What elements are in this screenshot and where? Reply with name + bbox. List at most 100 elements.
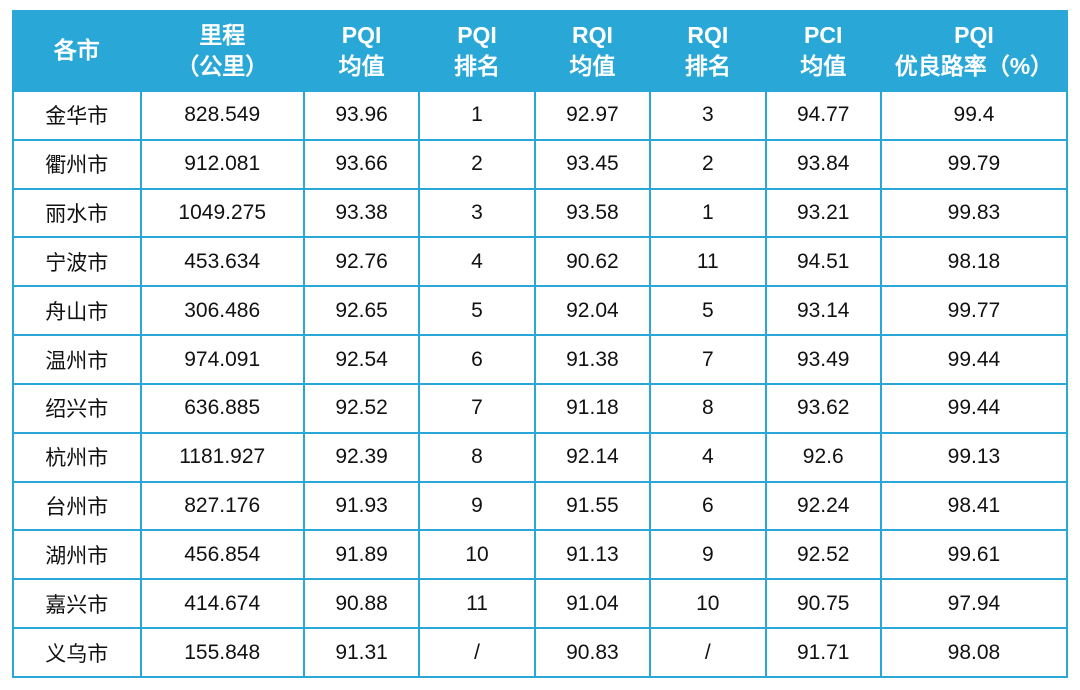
city-cell: 义乌市 [12,627,142,678]
table-row: 舟山市 306.486 92.65 5 92.04 5 93.14 99.77 [12,285,1069,337]
value-cell: 827.176 [139,480,305,532]
column-header: PQI 均值 [302,10,421,92]
value-cell: 636.885 [139,382,305,434]
value-cell: 93.49 [764,334,882,385]
value-cell: 6 [649,480,767,532]
value-cell: 1 [649,187,767,239]
value-cell: 94.77 [764,90,882,141]
city-cell: 金华市 [12,90,142,141]
value-cell: 90.83 [533,627,652,678]
city-cell: 绍兴市 [12,382,142,434]
value-cell: 6 [418,334,536,385]
value-cell: 974.091 [139,334,305,385]
value-cell: 93.45 [533,138,652,190]
city-cell: 湖州市 [12,529,142,581]
column-header: PQI 优良路率（%） [879,10,1069,92]
city-cell: 舟山市 [12,285,142,337]
value-cell: 99.83 [879,187,1069,239]
value-cell: 11 [418,578,536,630]
value-cell: 93.96 [302,90,421,141]
table-row: 嘉兴市 414.674 90.88 11 91.04 10 90.75 97.94 [12,578,1069,630]
value-cell: 92.39 [302,431,421,483]
value-cell: 7 [418,382,536,434]
city-cell: 温州市 [12,334,142,385]
value-cell: 92.04 [533,285,652,337]
value-cell: 9 [418,480,536,532]
value-cell: 92.52 [764,529,882,581]
value-cell: 99.61 [879,529,1069,581]
value-cell: 4 [649,431,767,483]
value-cell: 3 [418,187,536,239]
value-cell: 92.6 [764,431,882,483]
road-quality-table: 各市 里程 （公里） PQI 均值 PQI 排名 RQI 均值 RQI 排名 PCI 均值 P… [12,10,1069,678]
city-cell: 衢州市 [12,138,142,190]
value-cell: 414.674 [139,578,305,630]
value-cell: 10 [418,529,536,581]
value-cell: 2 [649,138,767,190]
table-body: 金华市 828.549 93.96 1 92.97 3 94.77 99.4 衢州市 912.08… [12,90,1069,678]
value-cell: 90.75 [764,578,882,630]
value-cell: 93.84 [764,138,882,190]
value-cell: 92.24 [764,480,882,532]
column-header: RQI 均值 [533,10,652,92]
value-cell: 99.4 [879,90,1069,141]
value-cell: 8 [418,431,536,483]
value-cell: 155.848 [139,627,305,678]
value-cell: 99.77 [879,285,1069,337]
value-cell: 10 [649,578,767,630]
value-cell: 93.38 [302,187,421,239]
value-cell: 90.88 [302,578,421,630]
value-cell: 1181.927 [139,431,305,483]
value-cell: 5 [418,285,536,337]
value-cell: 5 [649,285,767,337]
value-cell: 91.71 [764,627,882,678]
city-cell: 宁波市 [12,236,142,288]
table-row: 温州市 974.091 92.54 6 91.38 7 93.49 99.44 [12,334,1069,385]
value-cell: 92.54 [302,334,421,385]
value-cell: 1 [418,90,536,141]
value-cell: 91.89 [302,529,421,581]
column-header: PQI 排名 [418,10,536,92]
value-cell: 828.549 [139,90,305,141]
table-row: 绍兴市 636.885 92.52 7 91.18 8 93.62 99.44 [12,382,1069,434]
table-row: 宁波市 453.634 92.76 4 90.62 11 94.51 98.18 [12,236,1069,288]
value-cell: 98.41 [879,480,1069,532]
value-cell: / [418,627,536,678]
value-cell: 92.65 [302,285,421,337]
value-cell: 97.94 [879,578,1069,630]
table-row: 湖州市 456.854 91.89 10 91.13 9 92.52 99.61 [12,529,1069,581]
city-cell: 嘉兴市 [12,578,142,630]
value-cell: 99.44 [879,382,1069,434]
value-cell: 93.62 [764,382,882,434]
table-row: 义乌市 155.848 91.31/90.83/91.71 98.08 [12,627,1069,678]
value-cell: 912.081 [139,138,305,190]
value-cell: 92.14 [533,431,652,483]
column-header: RQI 排名 [649,10,767,92]
city-cell: 台州市 [12,480,142,532]
value-cell: 91.13 [533,529,652,581]
value-cell: 2 [418,138,536,190]
value-cell: 94.51 [764,236,882,288]
value-cell: 90.62 [533,236,652,288]
value-cell: 92.76 [302,236,421,288]
value-cell: 3 [649,90,767,141]
table-row: 台州市 827.176 91.93 9 91.55 6 92.24 98.41 [12,480,1069,532]
value-cell: 456.854 [139,529,305,581]
column-header: 各市 [12,10,142,92]
value-cell: 91.38 [533,334,652,385]
value-cell: 93.66 [302,138,421,190]
value-cell: 93.14 [764,285,882,337]
value-cell: 92.97 [533,90,652,141]
column-header: PCI 均值 [764,10,882,92]
value-cell: 453.634 [139,236,305,288]
value-cell: 8 [649,382,767,434]
table-row: 金华市 828.549 93.96 1 92.97 3 94.77 99.4 [12,90,1069,141]
city-cell: 丽水市 [12,187,142,239]
city-cell: 杭州市 [12,431,142,483]
value-cell: 91.18 [533,382,652,434]
table-row: 衢州市 912.081 93.66 2 93.45 2 93.84 99.79 [12,138,1069,190]
value-cell: 93.58 [533,187,652,239]
value-cell: 99.79 [879,138,1069,190]
value-cell: 91.55 [533,480,652,532]
